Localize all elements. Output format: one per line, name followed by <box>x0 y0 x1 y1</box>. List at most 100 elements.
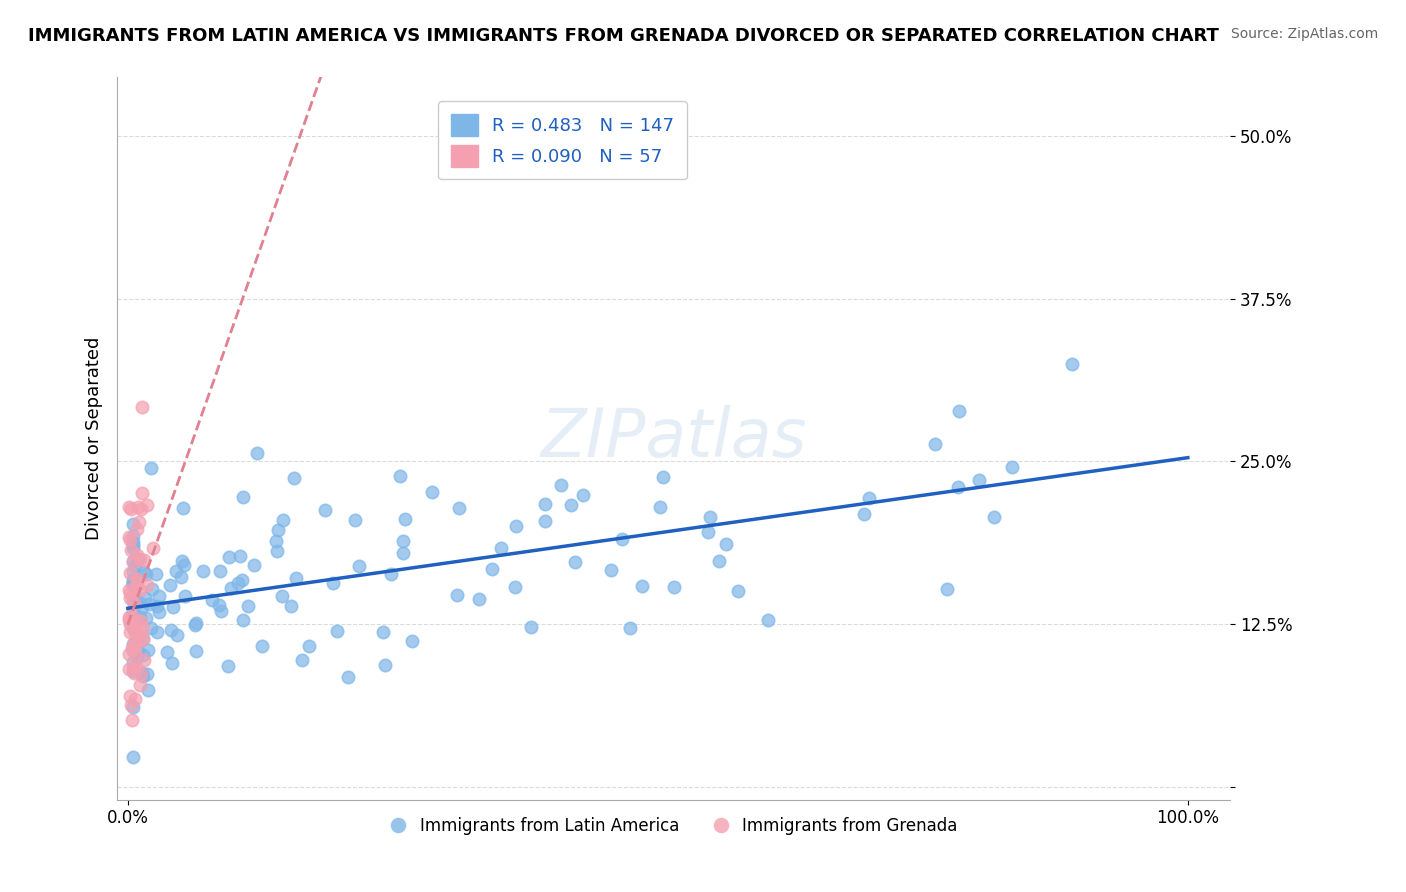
Immigrants from Latin America <box>148 589 170 603</box>
Immigrants from Latin America <box>503 580 526 594</box>
Immigrants from Latin America <box>127 552 149 566</box>
Immigrants from Latin America <box>229 549 252 564</box>
Immigrants from Latin America <box>231 573 253 587</box>
Immigrants from Latin America <box>401 633 423 648</box>
Immigrants from Grenada <box>120 585 142 599</box>
Immigrants from Latin America <box>285 571 308 585</box>
Immigrants from Grenada <box>121 641 143 656</box>
Immigrants from Latin America <box>122 577 145 591</box>
Immigrants from Latin America <box>125 649 148 664</box>
Immigrants from Latin America <box>243 558 266 572</box>
Immigrants from Latin America <box>217 659 239 673</box>
Immigrants from Grenada <box>136 498 159 512</box>
Immigrants from Grenada <box>129 678 152 692</box>
Immigrants from Latin America <box>924 437 946 451</box>
Immigrants from Latin America <box>122 578 145 592</box>
Immigrants from Grenada <box>121 713 143 727</box>
Immigrants from Latin America <box>662 580 685 594</box>
Immigrants from Latin America <box>550 477 572 491</box>
Immigrants from Latin America <box>160 623 183 637</box>
Immigrants from Latin America <box>208 564 231 578</box>
Immigrants from Latin America <box>166 628 188 642</box>
Immigrants from Grenada <box>128 552 150 566</box>
Immigrants from Latin America <box>948 404 970 418</box>
Immigrants from Latin America <box>131 666 153 681</box>
Immigrants from Grenada <box>120 566 142 580</box>
Immigrants from Latin America <box>1062 357 1084 371</box>
Immigrants from Latin America <box>201 592 224 607</box>
Immigrants from Latin America <box>128 595 150 609</box>
Immigrants from Latin America <box>122 538 145 552</box>
Immigrants from Latin America <box>122 637 145 651</box>
Immigrants from Latin America <box>707 554 730 568</box>
Immigrants from Latin America <box>449 500 471 515</box>
Immigrants from Latin America <box>226 576 249 591</box>
Immigrants from Latin America <box>139 621 162 635</box>
Immigrants from Grenada <box>129 502 152 516</box>
Immigrants from Latin America <box>219 581 242 595</box>
Immigrants from Latin America <box>172 500 194 515</box>
Immigrants from Grenada <box>118 662 141 676</box>
Immigrants from Grenada <box>132 553 155 567</box>
Immigrants from Latin America <box>122 621 145 635</box>
Immigrants from Latin America <box>122 578 145 592</box>
Immigrants from Grenada <box>125 548 148 562</box>
Immigrants from Latin America <box>208 599 231 613</box>
Immigrants from Latin America <box>122 565 145 579</box>
Immigrants from Latin America <box>619 621 641 635</box>
Immigrants from Grenada <box>122 614 145 628</box>
Immigrants from Grenada <box>118 583 141 598</box>
Immigrants from Grenada <box>124 691 146 706</box>
Immigrants from Latin America <box>560 498 582 512</box>
Immigrants from Latin America <box>391 546 413 560</box>
Immigrants from Latin America <box>336 669 359 683</box>
Immigrants from Latin America <box>127 645 149 659</box>
Immigrants from Latin America <box>716 537 738 551</box>
Immigrants from Grenada <box>122 661 145 675</box>
Immigrants from Latin America <box>124 558 146 573</box>
Immigrants from Latin America <box>283 471 305 485</box>
Immigrants from Latin America <box>129 610 152 624</box>
Immigrants from Latin America <box>122 655 145 669</box>
Immigrants from Latin America <box>122 534 145 549</box>
Immigrants from Latin America <box>122 576 145 591</box>
Immigrants from Latin America <box>132 648 155 663</box>
Immigrants from Grenada <box>125 572 148 586</box>
Immigrants from Latin America <box>983 510 1005 524</box>
Text: Source: ZipAtlas.com: Source: ZipAtlas.com <box>1230 27 1378 41</box>
Immigrants from Latin America <box>127 593 149 607</box>
Immigrants from Grenada <box>134 653 156 667</box>
Immigrants from Latin America <box>446 588 468 602</box>
Immigrants from Latin America <box>564 555 586 569</box>
Immigrants from Latin America <box>173 558 195 572</box>
Immigrants from Latin America <box>138 597 160 611</box>
Immigrants from Latin America <box>122 615 145 630</box>
Immigrants from Latin America <box>572 488 595 502</box>
Immigrants from Grenada <box>118 690 141 704</box>
Immigrants from Latin America <box>122 614 145 628</box>
Immigrants from Latin America <box>322 576 344 591</box>
Immigrants from Latin America <box>505 519 527 533</box>
Immigrants from Grenada <box>125 574 148 589</box>
Immigrants from Latin America <box>388 468 411 483</box>
Immigrants from Grenada <box>125 658 148 673</box>
Immigrants from Latin America <box>162 599 184 614</box>
Immigrants from Latin America <box>122 529 145 543</box>
Immigrants from Grenada <box>128 516 150 530</box>
Immigrants from Latin America <box>232 613 254 627</box>
Immigrants from Latin America <box>291 653 314 667</box>
Immigrants from Latin America <box>343 513 366 527</box>
Immigrants from Latin America <box>246 446 269 460</box>
Immigrants from Latin America <box>699 510 721 524</box>
Immigrants from Latin America <box>271 513 294 527</box>
Immigrants from Grenada <box>122 636 145 650</box>
Immigrants from Latin America <box>146 599 169 614</box>
Immigrants from Latin America <box>264 533 287 548</box>
Immigrants from Latin America <box>122 644 145 658</box>
Immigrants from Grenada <box>127 522 149 536</box>
Immigrants from Latin America <box>122 574 145 588</box>
Immigrants from Latin America <box>170 553 193 567</box>
Immigrants from Latin America <box>347 558 370 573</box>
Immigrants from Latin America <box>170 570 193 584</box>
Immigrants from Latin America <box>155 645 177 659</box>
